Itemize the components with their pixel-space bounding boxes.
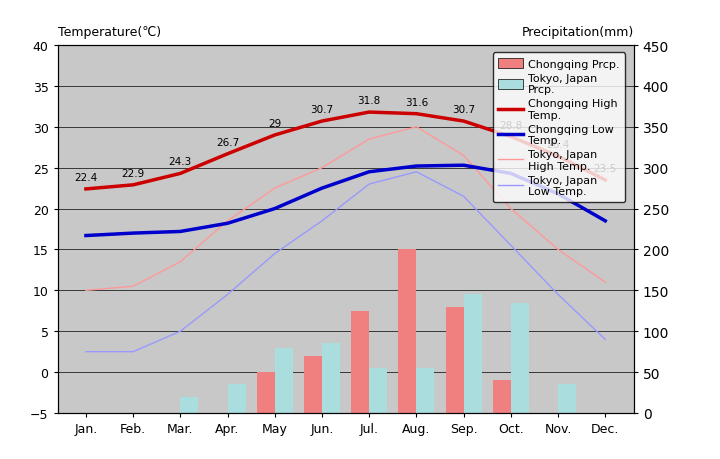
Bar bbox=[446, 307, 464, 413]
Bar bbox=[257, 372, 275, 413]
Bar bbox=[369, 368, 387, 413]
Text: 22.4: 22.4 bbox=[74, 173, 97, 183]
Text: 30.7: 30.7 bbox=[452, 105, 475, 115]
Bar bbox=[558, 385, 576, 413]
Bar bbox=[588, 413, 606, 437]
Bar bbox=[416, 368, 434, 413]
Bar bbox=[86, 413, 104, 448]
Bar bbox=[68, 413, 86, 442]
Text: 26.4: 26.4 bbox=[546, 140, 570, 150]
Bar bbox=[133, 413, 151, 450]
Bar bbox=[511, 303, 528, 413]
Text: 31.8: 31.8 bbox=[358, 96, 381, 106]
Bar bbox=[304, 356, 322, 413]
Bar bbox=[540, 413, 558, 421]
Bar bbox=[180, 397, 198, 413]
Text: 23.5: 23.5 bbox=[594, 163, 617, 174]
Text: 31.6: 31.6 bbox=[405, 97, 428, 107]
Text: 28.8: 28.8 bbox=[499, 120, 523, 130]
Bar bbox=[275, 348, 293, 413]
Bar bbox=[464, 295, 482, 413]
Text: Precipitation(mm): Precipitation(mm) bbox=[521, 26, 634, 39]
Bar bbox=[493, 381, 511, 413]
Bar bbox=[606, 413, 624, 446]
Text: 22.9: 22.9 bbox=[122, 168, 145, 179]
Text: 24.3: 24.3 bbox=[168, 157, 192, 167]
Bar bbox=[210, 413, 228, 421]
Bar bbox=[115, 413, 133, 437]
Bar bbox=[322, 344, 340, 413]
Legend: Chongqing Prcp., Tokyo, Japan
Prcp., Chongqing High
Temp., Chongqing Low
Temp., : Chongqing Prcp., Tokyo, Japan Prcp., Cho… bbox=[492, 53, 625, 202]
Bar bbox=[398, 250, 416, 413]
Bar bbox=[351, 311, 369, 413]
Text: 29: 29 bbox=[268, 119, 282, 129]
Text: 30.7: 30.7 bbox=[310, 105, 333, 115]
Bar bbox=[163, 413, 180, 430]
Bar bbox=[228, 385, 246, 413]
Text: Temperature(℃): Temperature(℃) bbox=[58, 26, 161, 39]
Text: 26.7: 26.7 bbox=[216, 138, 239, 147]
